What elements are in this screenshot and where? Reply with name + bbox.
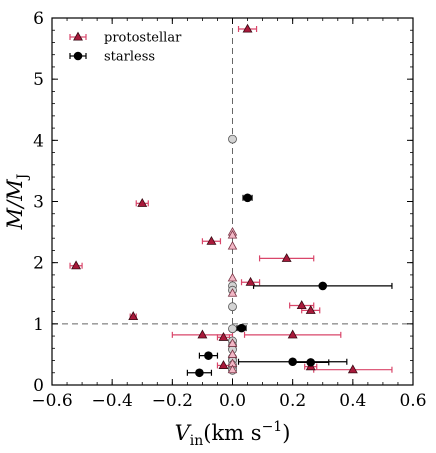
protostellar-point bbox=[128, 311, 139, 321]
data-markers bbox=[71, 23, 358, 378]
legend-label: protostellar bbox=[104, 31, 182, 46]
legend-starless-marker bbox=[73, 51, 83, 61]
y-axis-label-main: M/M bbox=[3, 179, 27, 231]
x-axis-label-main: V bbox=[175, 421, 192, 445]
y-tick-label: 3 bbox=[33, 193, 44, 213]
reference-lines bbox=[52, 18, 413, 385]
y-tick-label: 2 bbox=[33, 254, 44, 274]
protostellar-point bbox=[305, 305, 316, 314]
protostellar-point bbox=[71, 260, 82, 270]
zero-velocity-protostellar-point bbox=[227, 364, 238, 374]
starless-point bbox=[243, 193, 252, 203]
legend: protostellar starless bbox=[69, 31, 182, 65]
y-tick-label: 1 bbox=[33, 315, 44, 335]
starless-point bbox=[318, 281, 328, 291]
protostellar-point bbox=[206, 235, 217, 245]
zero-velocity-protostellar-point bbox=[227, 272, 238, 282]
x-tick-label: −0.6 bbox=[31, 391, 72, 411]
zero-velocity-starless-point bbox=[228, 134, 237, 144]
axis-ticks: −0.6 −0.4 −0.2 0.0 0.2 0.4 0.6 0 1 2 3 4 5 6 bbox=[31, 9, 426, 411]
zero-velocity-starless-point bbox=[228, 324, 237, 334]
protostellar-point bbox=[287, 329, 298, 339]
starless-point bbox=[237, 323, 246, 333]
error-bars bbox=[69, 26, 393, 376]
legend-label: starless bbox=[104, 50, 155, 65]
y-tick-label: 5 bbox=[33, 70, 44, 90]
y-tick-label: 0 bbox=[33, 376, 44, 396]
protostellar-point bbox=[137, 198, 148, 207]
protostellar-point bbox=[218, 331, 229, 341]
y-axis-label-sub: J bbox=[15, 174, 31, 182]
protostellar-point bbox=[242, 23, 253, 33]
starless-point bbox=[204, 351, 213, 360]
x-tick-label: 0.0 bbox=[219, 391, 246, 411]
zero-velocity-protostellar-point bbox=[227, 241, 238, 250]
x-axis-label-sup: −1 bbox=[262, 419, 283, 435]
y-axis-label: M/MJ bbox=[3, 174, 31, 231]
legend-protostellar-marker bbox=[73, 31, 83, 41]
x-axis-label-sub: in bbox=[190, 433, 204, 449]
x-axis-label-unit: (km s bbox=[203, 421, 261, 445]
starless-point bbox=[195, 368, 204, 378]
zero-velocity-protostellar-point bbox=[227, 230, 238, 239]
x-tick-label: −0.4 bbox=[92, 391, 133, 411]
x-tick-label: 0.4 bbox=[339, 391, 366, 411]
zero-velocity-starless-point bbox=[228, 302, 237, 312]
protostellar-point bbox=[347, 364, 358, 374]
protostellar-point bbox=[197, 329, 208, 339]
x-axis-label-close: ) bbox=[282, 421, 290, 445]
zero-velocity-protostellar-point bbox=[227, 349, 238, 358]
protostellar-point bbox=[296, 300, 307, 310]
x-tick-label: −0.2 bbox=[152, 391, 193, 411]
x-tick-label: 0.2 bbox=[279, 391, 306, 411]
zero-velocity-protostellar-point bbox=[227, 288, 238, 297]
x-axis-label: Vin(km s−1) bbox=[175, 419, 291, 449]
protostellar-point bbox=[245, 276, 256, 286]
zero-velocity-protostellar-point bbox=[227, 338, 238, 347]
y-tick-label: 6 bbox=[33, 9, 44, 29]
x-tick-label: 0.6 bbox=[399, 391, 426, 411]
protostellar-point bbox=[218, 360, 229, 369]
starless-point bbox=[306, 358, 316, 367]
starless-point bbox=[288, 357, 297, 367]
protostellar-point bbox=[281, 253, 292, 262]
y-tick-label: 4 bbox=[33, 131, 44, 151]
